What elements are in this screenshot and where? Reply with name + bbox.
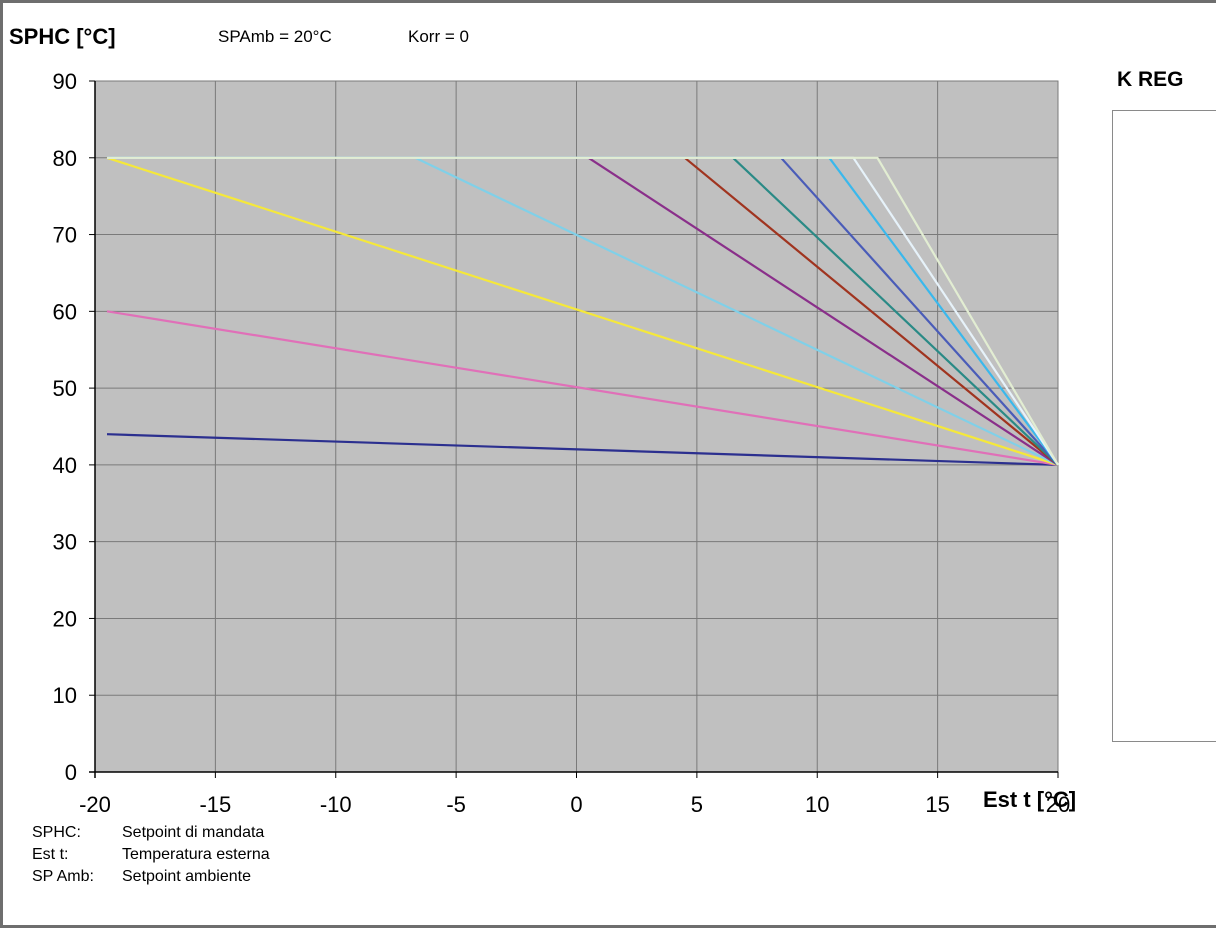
y-tick-label: 90 [53, 69, 77, 94]
spamb-label: SPAmb = 20°C [218, 27, 332, 46]
x-tick-label: 5 [691, 792, 703, 817]
y-axis-title: SPHC [°C] [9, 24, 116, 49]
x-tick-label: -5 [446, 792, 466, 817]
x-tick-label: 0 [570, 792, 582, 817]
y-tick-label: 50 [53, 376, 77, 401]
x-tick-label: -20 [79, 792, 111, 817]
note-text: Setpoint di mandata [122, 824, 265, 841]
note-key: SPHC: [32, 824, 81, 841]
y-tick-label: 10 [53, 683, 77, 708]
x-tick-label: -10 [320, 792, 352, 817]
legend-title: K REG [1117, 68, 1184, 91]
y-tick-label: 30 [53, 530, 77, 555]
x-tick-label: 20 [1046, 792, 1070, 817]
footnotes: SPHC: Setpoint di mandata Est t: Tempera… [32, 822, 270, 888]
korr-label: Korr = 0 [408, 27, 469, 46]
note-row: SP Amb: Setpoint ambiente [32, 866, 270, 888]
y-tick-label: 40 [53, 453, 77, 478]
x-tick-label: 15 [925, 792, 949, 817]
note-key: SP Amb: [32, 868, 94, 885]
note-row: Est t: Temperatura esterna [32, 844, 270, 866]
series-line [106, 433, 1059, 466]
y-tick-label: 80 [53, 146, 77, 171]
series-line [107, 156, 1059, 466]
y-tick-label: 0 [65, 760, 77, 785]
x-tick-label: -15 [199, 792, 231, 817]
y-tick-label: 20 [53, 606, 77, 631]
series-line [106, 310, 1059, 466]
series-line [106, 156, 1059, 466]
note-text: Setpoint ambiente [122, 868, 251, 885]
x-tick-label: 10 [805, 792, 829, 817]
x-axis-title: Est t [°C] [983, 787, 1077, 812]
y-tick-label: 70 [53, 223, 77, 248]
note-row: SPHC: Setpoint di mandata [32, 822, 270, 844]
legend-box [1112, 110, 1216, 742]
y-tick-label: 60 [53, 299, 77, 324]
note-key: Est t: [32, 846, 69, 863]
note-text: Temperatura esterna [122, 846, 270, 863]
